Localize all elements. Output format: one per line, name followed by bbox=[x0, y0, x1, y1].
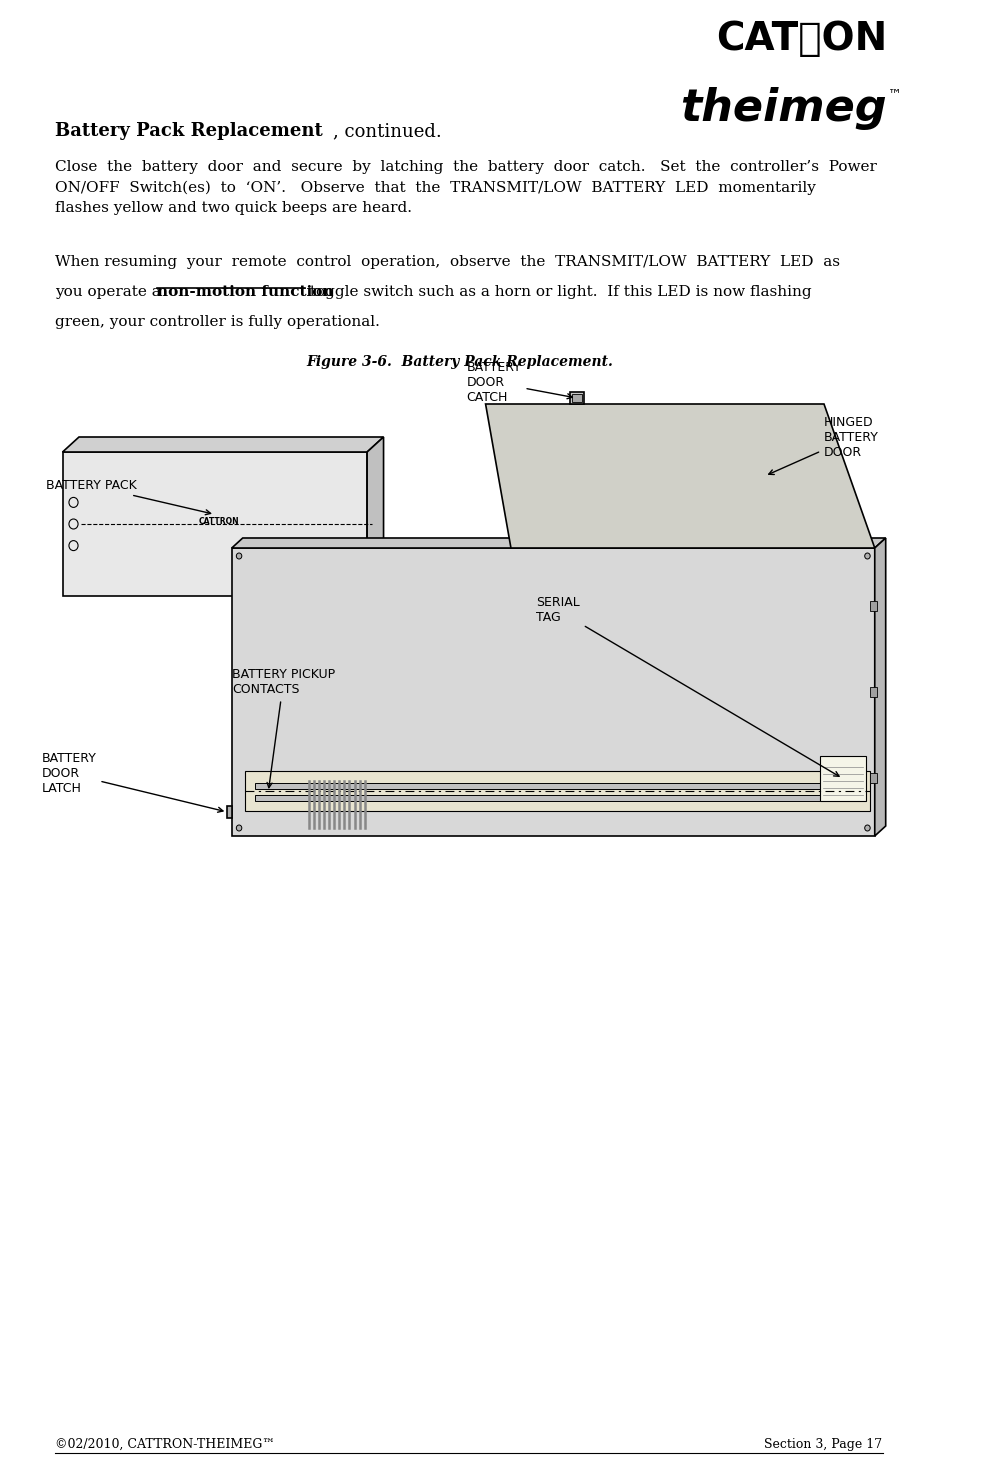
Polygon shape bbox=[870, 687, 876, 698]
Text: When resuming  your  remote  control  operation,  observe  the  TRANSMIT/LOW  BA: When resuming your remote control operat… bbox=[54, 255, 840, 270]
Text: Section 3, Page 17: Section 3, Page 17 bbox=[764, 1438, 882, 1451]
Circle shape bbox=[237, 825, 242, 831]
Polygon shape bbox=[232, 538, 886, 548]
Polygon shape bbox=[368, 437, 384, 595]
Text: BATTERY PACK: BATTERY PACK bbox=[45, 478, 210, 515]
Polygon shape bbox=[572, 394, 582, 401]
Polygon shape bbox=[62, 437, 384, 452]
Text: ©02/2010, CATTRON-THEIMEG™: ©02/2010, CATTRON-THEIMEG™ bbox=[54, 1438, 275, 1451]
Text: Close  the  battery  door  and  secure  by  latching  the  battery  door  catch.: Close the battery door and secure by lat… bbox=[54, 160, 877, 215]
Text: BATTERY
DOOR
CATCH: BATTERY DOOR CATCH bbox=[466, 361, 572, 404]
Text: HINGED
BATTERY
DOOR: HINGED BATTERY DOOR bbox=[768, 416, 879, 474]
Text: ™: ™ bbox=[888, 87, 902, 101]
Polygon shape bbox=[255, 795, 861, 801]
Polygon shape bbox=[246, 772, 870, 812]
Text: non-motion function: non-motion function bbox=[157, 284, 333, 299]
Polygon shape bbox=[485, 404, 875, 548]
Text: BATTERY
DOOR
LATCH: BATTERY DOOR LATCH bbox=[41, 752, 223, 812]
Text: you operate a: you operate a bbox=[54, 284, 165, 299]
Circle shape bbox=[237, 552, 242, 558]
Polygon shape bbox=[255, 783, 861, 789]
Text: theimeg: theimeg bbox=[681, 87, 887, 130]
Circle shape bbox=[865, 825, 870, 831]
Polygon shape bbox=[875, 538, 886, 835]
Text: Battery Pack Replacement: Battery Pack Replacement bbox=[54, 121, 322, 141]
Polygon shape bbox=[820, 755, 866, 801]
Polygon shape bbox=[870, 601, 876, 610]
Text: toggle switch such as a horn or light.  If this LED is now flashing: toggle switch such as a horn or light. I… bbox=[305, 284, 812, 299]
Polygon shape bbox=[570, 392, 584, 404]
Text: BATTERY PICKUP
CONTACTS: BATTERY PICKUP CONTACTS bbox=[232, 668, 335, 788]
Polygon shape bbox=[62, 452, 368, 595]
Text: SERIAL
TAG: SERIAL TAG bbox=[537, 597, 839, 776]
Text: CATTRON: CATTRON bbox=[199, 517, 240, 526]
Text: CATⓇON: CATⓇON bbox=[716, 21, 887, 58]
Text: Figure 3-6.  Battery Pack Replacement.: Figure 3-6. Battery Pack Replacement. bbox=[306, 355, 613, 369]
Polygon shape bbox=[228, 806, 232, 818]
Polygon shape bbox=[232, 548, 875, 835]
Circle shape bbox=[865, 552, 870, 558]
Polygon shape bbox=[870, 773, 876, 783]
Text: , continued.: , continued. bbox=[333, 121, 442, 141]
Text: green, your controller is fully operational.: green, your controller is fully operatio… bbox=[54, 315, 380, 329]
